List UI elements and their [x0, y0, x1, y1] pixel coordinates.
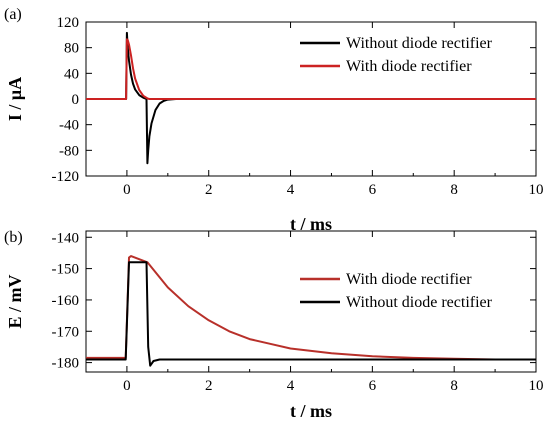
x-tick-label: 10 [529, 378, 544, 394]
y-axis-title: E / mV [5, 274, 25, 328]
y-axis-title: I / μA [5, 77, 25, 121]
panel-label: (a) [4, 6, 22, 23]
legend-label: Without diode rectifier [346, 35, 493, 52]
legend-label: With diode rectifier [346, 58, 472, 75]
x-tick-label: 6 [369, 182, 377, 198]
plot-frame [85, 230, 537, 373]
x-tick-label: 0 [123, 378, 131, 394]
x-tick-label: 2 [205, 182, 213, 198]
y-tick-label: 0 [72, 92, 80, 108]
y-tick-label: 120 [57, 15, 80, 31]
x-axis-title: t / ms [290, 401, 332, 421]
x-tick-label: 4 [287, 378, 295, 394]
y-tick-label: -80 [59, 143, 79, 159]
series-line-with-diode [86, 255, 536, 361]
legend-label: Without diode rectifier [346, 294, 493, 311]
series-line-with-diode [86, 38, 536, 100]
x-tick-label: 4 [287, 182, 295, 198]
x-tick-label: 2 [205, 378, 213, 394]
x-tick-label: 10 [529, 182, 544, 198]
x-axis-title: t / ms [290, 214, 332, 234]
legend-label: With diode rectifier [346, 271, 472, 288]
y-tick-label: -140 [52, 230, 80, 246]
series-line-without-diode [86, 261, 536, 367]
x-tick-label: 8 [450, 182, 458, 198]
x-tick-label: 8 [450, 378, 458, 394]
panel-label: (b) [4, 229, 23, 246]
y-tick-label: -40 [59, 118, 79, 134]
y-tick-label: -120 [52, 169, 80, 185]
y-tick-label: -170 [52, 324, 80, 340]
panel-b: 0 2 4 6 8 10 -180 -170 -160 -150 -140 t / ms E / mV (… [4, 229, 544, 421]
y-tick-label: -160 [52, 293, 80, 309]
x-tick-label: 6 [369, 378, 377, 394]
y-tick-label: -180 [52, 356, 80, 372]
y-tick-label: -150 [52, 262, 80, 278]
panel-a: 0 2 4 6 8 10 -120 -80 -40 0 40 80 120 t / ms I / μA (a)… [4, 6, 544, 234]
y-tick-label: 40 [64, 66, 79, 82]
x-tick-label: 0 [123, 182, 131, 198]
y-tick-label: 80 [64, 41, 79, 57]
